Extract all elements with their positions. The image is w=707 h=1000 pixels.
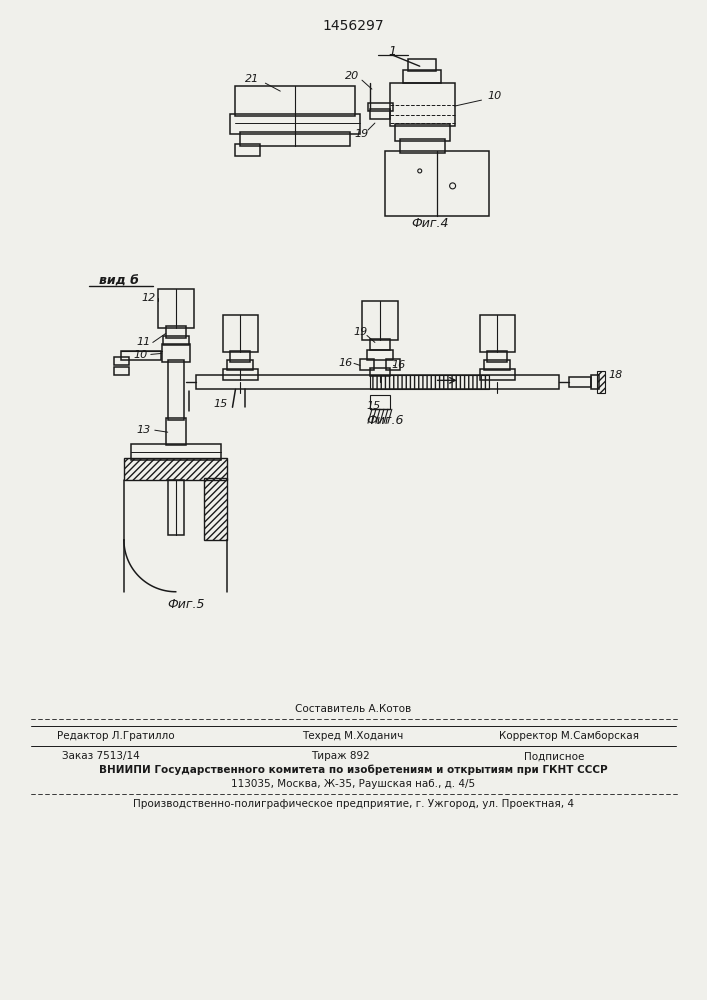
Text: 113035, Москва, Ж-35, Раушская наб., д. 4/5: 113035, Москва, Ж-35, Раушская наб., д. …: [231, 779, 475, 789]
Text: Заказ 7513/14: Заказ 7513/14: [62, 751, 140, 761]
Text: Тираж 892: Тираж 892: [310, 751, 370, 761]
Text: Подписное: Подписное: [524, 751, 585, 761]
Bar: [165, 326, 186, 338]
Bar: [235, 144, 260, 156]
Text: Фиг.5: Фиг.5: [167, 598, 204, 611]
Text: 10: 10: [134, 350, 148, 360]
Text: 13: 13: [136, 425, 151, 435]
Text: 18: 18: [609, 370, 623, 380]
Text: вид б: вид б: [99, 274, 139, 287]
Bar: [162, 344, 189, 362]
Bar: [223, 369, 258, 380]
Bar: [240, 132, 350, 146]
Bar: [370, 375, 489, 389]
Bar: [223, 315, 258, 352]
Text: Редактор Л.Гратилло: Редактор Л.Гратилло: [57, 731, 175, 741]
Text: Производственно-полиграфическое предприятие, г. Ужгород, ул. Проектная, 4: Производственно-полиграфическое предприя…: [132, 799, 573, 809]
Text: 11: 11: [136, 337, 151, 347]
Bar: [403, 70, 440, 83]
Text: Корректор М.Самборская: Корректор М.Самборская: [499, 731, 639, 741]
Text: 1: 1: [389, 45, 397, 58]
Bar: [124, 458, 228, 480]
Bar: [362, 301, 398, 340]
Bar: [230, 114, 360, 134]
Bar: [168, 480, 184, 535]
Bar: [131, 444, 221, 460]
Bar: [204, 478, 228, 540]
Text: 10: 10: [487, 91, 501, 101]
Text: Составитель А.Котов: Составитель А.Котов: [295, 704, 411, 714]
Bar: [479, 315, 515, 352]
Bar: [235, 86, 355, 116]
Bar: [228, 360, 253, 370]
Text: 16: 16: [392, 360, 406, 370]
Bar: [168, 360, 184, 420]
Bar: [230, 351, 250, 362]
Bar: [158, 289, 194, 328]
Bar: [114, 357, 129, 365]
Bar: [484, 360, 510, 370]
Bar: [165, 418, 186, 445]
Bar: [370, 368, 390, 376]
Text: 12: 12: [141, 293, 156, 303]
Bar: [400, 139, 445, 153]
Text: 15: 15: [214, 399, 228, 409]
Bar: [196, 375, 559, 389]
Bar: [385, 151, 489, 216]
Text: 1456297: 1456297: [322, 19, 384, 33]
Text: 16: 16: [339, 358, 354, 368]
Text: Фиг.6: Фиг.6: [366, 414, 404, 427]
Bar: [390, 83, 455, 126]
Bar: [163, 336, 189, 345]
Bar: [114, 367, 129, 375]
Bar: [368, 103, 393, 111]
Bar: [569, 377, 591, 387]
Bar: [597, 371, 605, 393]
Text: ВНИИПИ Государственного комитета по изобретениям и открытиям при ГКНТ СССР: ВНИИПИ Государственного комитета по изоб…: [99, 765, 607, 775]
Text: Техред М.Ходанич: Техред М.Ходанич: [303, 731, 404, 741]
Bar: [370, 109, 390, 119]
Text: 20: 20: [345, 71, 359, 81]
Bar: [386, 359, 400, 370]
Bar: [367, 350, 393, 360]
Bar: [370, 339, 390, 350]
Text: Фиг.4: Фиг.4: [411, 217, 448, 230]
Bar: [408, 59, 436, 71]
Bar: [370, 395, 390, 409]
Bar: [487, 351, 508, 362]
Bar: [395, 124, 450, 141]
Bar: [121, 351, 160, 360]
Text: 19: 19: [355, 129, 369, 139]
Bar: [479, 369, 515, 380]
Text: 19: 19: [354, 327, 368, 337]
Text: 21: 21: [245, 74, 259, 84]
Bar: [360, 359, 374, 370]
Text: 15: 15: [367, 401, 381, 411]
Bar: [591, 375, 599, 389]
